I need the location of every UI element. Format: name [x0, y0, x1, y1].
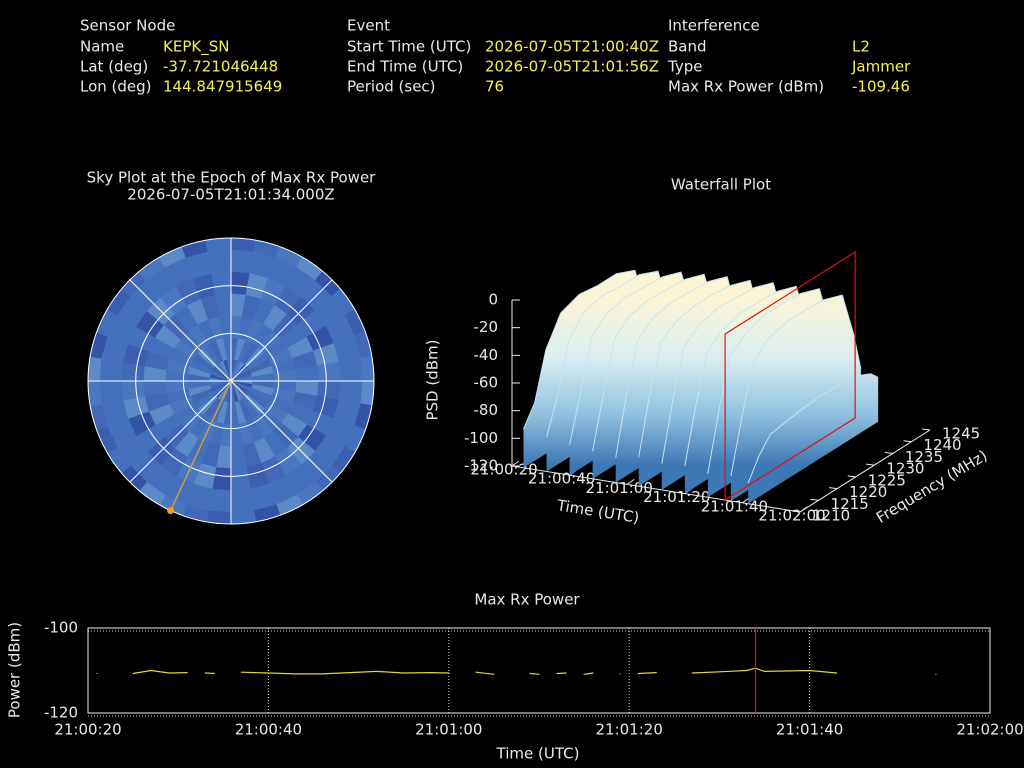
field-label: End Time (UTC) — [347, 58, 463, 76]
y-axis-label: Power (dBm) — [6, 622, 24, 718]
z-tick-label: -20 — [474, 318, 499, 336]
surface-row — [730, 294, 862, 477]
chart-title: Sky Plot at the Epoch of Max Rx Power — [87, 169, 377, 187]
z-tick-label: 0 — [488, 291, 498, 309]
x-tick — [799, 506, 808, 513]
x-tick-label: 21:02:00 — [956, 721, 1023, 739]
field-value: L2 — [852, 38, 870, 56]
x-tick-label: 21:02:00 — [758, 507, 825, 525]
chart-subtitle: 2026-07-05T21:01:34.000Z — [127, 186, 334, 204]
field-value: KEPK_SN — [163, 38, 229, 57]
field-label: Start Time (UTC) — [347, 38, 471, 56]
y-tick — [810, 498, 819, 501]
y-tick-label: 1210 — [812, 507, 850, 525]
y-tick-label: 1220 — [849, 483, 887, 501]
source-point — [167, 507, 175, 515]
z-axis-label: PSD (dBm) — [424, 339, 442, 420]
column-heading: Interference — [668, 17, 760, 35]
y-tick — [829, 487, 838, 490]
x-tick-label: 21:00:20 — [470, 461, 537, 479]
chart-title: Waterfall Plot — [671, 176, 771, 194]
y-tick — [903, 440, 912, 443]
field-value: Jammer — [851, 58, 911, 76]
y-tick — [921, 428, 931, 431]
y-tick-label: 1245 — [942, 425, 980, 443]
y-tick-label: 1240 — [923, 436, 961, 454]
info-panel: Sensor Node Name KEPK_SN Lat (deg) -37.72104… — [80, 17, 911, 96]
plot-frame — [87, 627, 991, 714]
x-axis-label: Time (UTC) — [555, 496, 641, 527]
x-tick-label: 21:01:20 — [596, 721, 663, 739]
field-label: Max Rx Power (dBm) — [668, 78, 824, 96]
field-label: Lon (deg) — [80, 78, 152, 96]
field-value: 2026-07-05T21:00:40Z — [485, 38, 659, 56]
field-value: -109.46 — [852, 78, 910, 96]
sky-cell — [98, 380, 124, 405]
field-value: 76 — [485, 78, 504, 96]
sky-cell — [317, 361, 342, 382]
surface-fill — [748, 373, 879, 504]
x-tick-label: 21:00:40 — [528, 470, 595, 488]
field-value: 2026-07-05T21:01:56Z — [485, 58, 659, 76]
y-tick — [791, 510, 801, 513]
x-tick-label: 21:01:20 — [643, 488, 710, 506]
y-tick-label: 1225 — [868, 471, 906, 489]
power-line — [96, 667, 937, 675]
z-tick-label: -80 — [474, 401, 499, 419]
y-tick — [866, 463, 875, 466]
field-label: Band — [668, 38, 707, 56]
x-tick — [626, 478, 635, 485]
y-tick — [884, 451, 893, 454]
sky-cell — [120, 380, 145, 401]
z-tick-label: -60 — [474, 374, 499, 392]
x-tick-label: 21:01:00 — [586, 479, 653, 497]
column-heading: Sensor Node — [80, 17, 175, 35]
y-tick-label: 1230 — [886, 460, 924, 478]
sky-plot: Sky Plot at the Epoch of Max Rx Power202… — [87, 169, 377, 525]
epoch-plane — [724, 250, 856, 502]
field-value: -37.721046448 — [163, 58, 278, 76]
sky-cell — [207, 248, 232, 274]
waterfall-plot: Waterfall Plot0-20-40-60-80-100-12021:00… — [424, 176, 991, 527]
max-rx-plot: Max Rx Power 21:00:20 21:00:40 21:01:00 21:0… — [6, 591, 1024, 763]
x-axis-label: Time (UTC) — [496, 745, 580, 763]
x-tick-label: 21:00:40 — [235, 721, 302, 739]
field-label: Type — [667, 58, 702, 76]
sky-cell — [230, 467, 251, 492]
field-label: Period (sec) — [347, 78, 436, 96]
x-tick-label: 21:00:20 — [54, 721, 121, 739]
field-label: Name — [80, 38, 124, 56]
chart-title: Max Rx Power — [474, 591, 580, 609]
z-tick-label: -40 — [474, 346, 499, 364]
x-tick-label: 21:01:40 — [701, 497, 768, 515]
y-tick-label: 1235 — [905, 448, 943, 466]
field-label: Lat (deg) — [80, 58, 148, 76]
sky-cell — [230, 488, 255, 514]
column-heading: Event — [347, 17, 390, 35]
bearing-line — [170, 380, 232, 511]
sky-cell — [338, 357, 364, 382]
y-tick-label: -100 — [44, 619, 78, 637]
field-value: 144.847915649 — [163, 78, 282, 96]
y-tick — [847, 475, 856, 478]
y-tick-label: 1215 — [831, 495, 869, 513]
x-tick-label: 21:01:40 — [776, 721, 843, 739]
surface-row — [747, 373, 879, 484]
z-tick-label: -120 — [464, 457, 498, 475]
z-tick-label: -100 — [464, 429, 498, 447]
x-tick — [511, 460, 520, 467]
sky-cell — [211, 270, 232, 295]
x-tick-label: 21:01:00 — [415, 721, 482, 739]
y-tick-label: -120 — [44, 704, 78, 722]
